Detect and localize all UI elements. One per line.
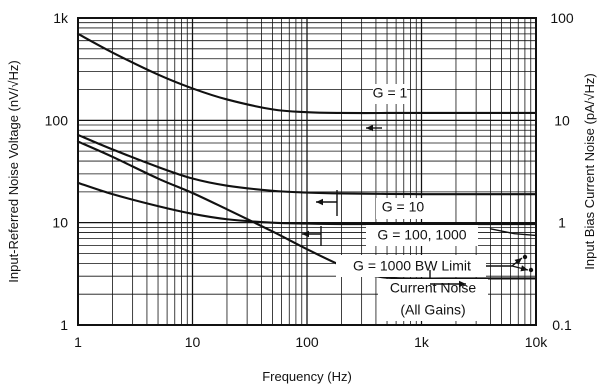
y-tick-label: 100 [45, 112, 69, 128]
y-tick-label: 10 [52, 215, 68, 231]
g1-arrow-head [366, 124, 373, 132]
annotation-current1: Current Noise [390, 280, 477, 296]
g1-label-bg [373, 84, 407, 104]
bw-arrow-upper-head [514, 258, 522, 265]
g1-arrow [366, 124, 382, 132]
current2-label-bg [386, 300, 480, 321]
x-tick-label: 1k [414, 334, 430, 350]
y2-tick-label: 0.1 [552, 317, 572, 333]
x-tick-label: 10 [185, 334, 201, 350]
bw-arrow-lower-head [520, 265, 528, 272]
bw-marker-upper [522, 254, 528, 260]
bw-marker-lower [528, 267, 534, 273]
series-line-3 [489, 228, 537, 237]
g10-label-bg [376, 198, 430, 219]
y-axis-title: Input-Referred Noise Voltage (nV/√Hz) [6, 60, 21, 282]
annotation-g100: G = 100, 1000 [377, 227, 466, 243]
x-axis-title: Frequency (Hz) [262, 369, 352, 384]
bw-arrow-upper [511, 257, 523, 267]
annotation-layer: G = 1 G = 10 G = 100, 1000 G = 1000 BW Limi… [302, 84, 534, 321]
series-line-4 [76, 140, 538, 280]
current-arrow-head [459, 280, 466, 288]
y2-tick-label: 100 [550, 10, 574, 26]
annotation-g10: G = 10 [382, 199, 425, 215]
bw-label-bg [336, 255, 486, 277]
tick-layer: 1 10 100 1k 10k 1 10 100 1k 0.1 1 10 100 [45, 10, 574, 350]
g100-label-bg [366, 225, 478, 246]
g100-arrow [302, 230, 321, 238]
y2-tick-label: 10 [554, 112, 570, 128]
x-tick-label: 100 [295, 334, 319, 350]
current-arrow [430, 280, 466, 288]
y2-tick-label: 1 [558, 215, 566, 231]
y2-axis-title: Input Bias Current Noise (pA/√Hz) [582, 73, 597, 269]
x-tick-label: 1 [74, 334, 82, 350]
series-line-0 [76, 32, 538, 115]
series-line-2 [76, 181, 538, 226]
plot-border [77, 17, 537, 326]
annotation-bw: G = 1000 BW Limit [353, 258, 471, 274]
series-layer [76, 32, 538, 280]
annotation-current2: (All Gains) [400, 302, 465, 318]
g10-arrow-head [316, 198, 323, 206]
series-line-1 [76, 133, 538, 196]
annotation-g1: G = 1 [373, 85, 408, 101]
y-tick-label: 1 [60, 317, 68, 333]
g100-arrow-head [302, 230, 309, 238]
y-tick-label: 1k [53, 10, 69, 26]
bw-arrow-lower [511, 265, 529, 272]
x-tick-label: 10k [525, 334, 549, 350]
g10-arrow [316, 198, 337, 206]
